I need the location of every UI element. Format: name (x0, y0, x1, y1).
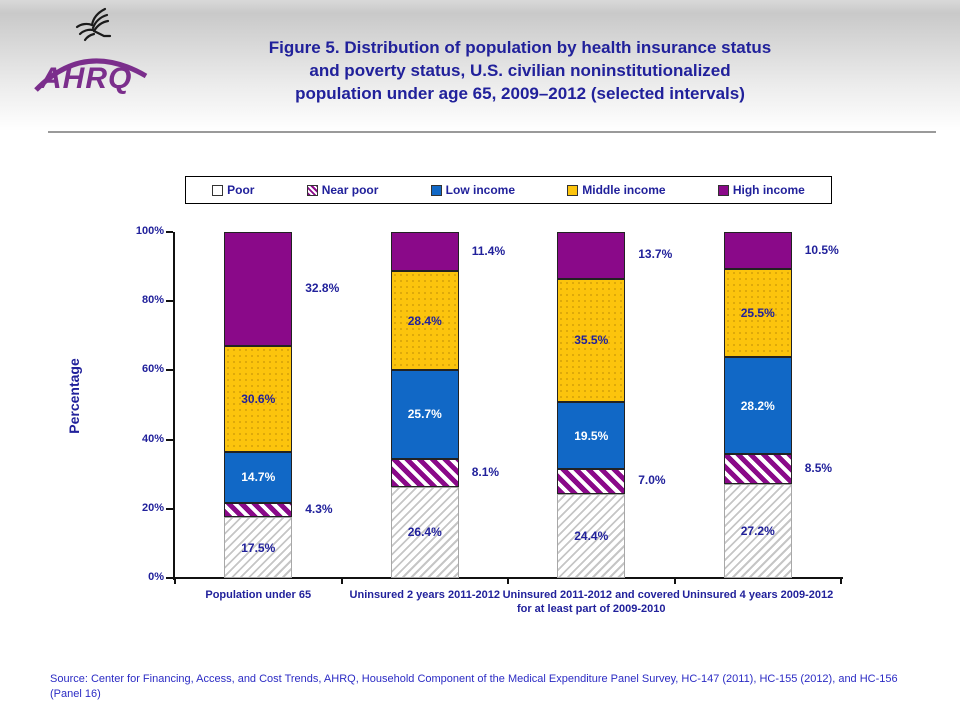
low-swatch-icon (430, 184, 442, 196)
legend-item-nearpoor: Near poor (306, 183, 379, 197)
bar-segment-poor: 27.2% (723, 483, 792, 578)
legend-item-middle: Middle income (567, 183, 666, 197)
value-label: 35.5% (574, 333, 609, 348)
category-label: Population under 65 (205, 589, 312, 601)
value-label: 30.6% (241, 391, 276, 406)
x-tick (174, 579, 176, 584)
value-label: 8.5% (804, 461, 833, 476)
y-tick (166, 369, 173, 372)
x-tick (507, 579, 509, 584)
source-note: Source: Center for Financing, Access, an… (50, 673, 898, 700)
y-axis-title: Percentage (66, 358, 82, 434)
legend-item-low: Low income (430, 183, 515, 197)
value-label: 10.5% (804, 242, 839, 257)
value-label: 25.7% (407, 407, 442, 422)
legend-label: High income (732, 183, 805, 197)
bar-segment-low: 19.5% (557, 401, 626, 470)
bar-segment-high (390, 232, 459, 272)
figure-title: Figure 5. Distribution of population by … (160, 36, 880, 105)
legend-label: Poor (227, 183, 255, 197)
x-tick (673, 579, 676, 584)
bar-segment-middle: 25.5% (723, 268, 792, 357)
value-label: 27.2% (740, 523, 775, 538)
figure-title-line2: and poverty status, U.S. civilian nonins… (309, 61, 731, 80)
header: AHRQ Figure 5. Distribution of populatio… (0, 0, 960, 131)
y-tick-label: 40% (141, 432, 164, 445)
bar-segment-poor: 17.5% (224, 517, 293, 578)
value-label: 14.7% (241, 470, 276, 485)
header-divider (48, 131, 936, 133)
legend-label: Near poor (321, 183, 379, 197)
bar-segment-middle: 28.4% (390, 271, 459, 370)
hhs-eagle-icon (75, 7, 112, 42)
y-tick-label: 60% (141, 363, 164, 376)
bar-segment-high (557, 231, 626, 280)
bar-segment-high (723, 232, 792, 269)
value-label: 4.3% (305, 502, 333, 516)
value-label: 24.4% (574, 528, 609, 543)
nearpoor-swatch-icon (306, 184, 318, 196)
ahrq-logo: AHRQ (30, 4, 180, 124)
ahrq-logo-text: AHRQ (40, 62, 133, 95)
logo-arc (34, 58, 148, 92)
y-tick (166, 577, 173, 579)
bar-segment-nearpoor (390, 458, 459, 487)
bar-segment-poor: 24.4% (557, 493, 626, 578)
bar-segment-poor: 26.4% (390, 486, 459, 578)
bar-segment-high (224, 232, 293, 346)
category-label: Uninsured 2011-2012 and covered for at l… (502, 589, 680, 615)
y-tick (166, 231, 173, 233)
y-tick (166, 438, 173, 441)
category-label: Uninsured 4 years 2009-2012 (682, 589, 834, 601)
chart-legend: Poor Near poor Low income Middle income High… (185, 176, 832, 204)
value-label: 11.4% (471, 243, 506, 258)
value-label: 17.5% (241, 540, 276, 555)
figure-title-line1: Figure 5. Distribution of population by … (268, 38, 772, 57)
middle-swatch-icon (567, 184, 579, 196)
legend-item-high: High income (717, 183, 805, 197)
y-tick-label: 20% (141, 501, 164, 514)
value-label: 28.2% (740, 398, 775, 413)
value-label: 19.5% (574, 428, 609, 443)
bar-segment-nearpoor (557, 469, 626, 494)
value-label: 7.0% (638, 473, 666, 488)
high-swatch-icon (717, 184, 729, 196)
value-label: 26.4% (407, 525, 442, 540)
y-tick-label: 0% (148, 571, 164, 583)
figure-title-line3: population under age 65, 2009–2012 (sele… (295, 84, 745, 103)
poor-swatch-icon (212, 184, 224, 196)
value-label: 32.8% (305, 281, 340, 296)
value-label: 28.4% (407, 313, 442, 328)
bar-segment-middle: 30.6% (224, 345, 293, 452)
legend-item-poor: Poor (212, 183, 254, 197)
y-tick (166, 507, 173, 510)
legend-label: Middle income (582, 183, 666, 197)
y-axis (173, 232, 175, 580)
category-label: Uninsured 2 years 2011-2012 (349, 589, 500, 601)
x-tick (840, 579, 842, 584)
bar-segment-low: 25.7% (390, 369, 459, 459)
x-tick (340, 579, 343, 584)
y-tick-label: 80% (141, 294, 164, 307)
legend-label: Low income (445, 183, 515, 197)
bar-segment-low: 28.2% (723, 356, 792, 455)
bar-segment-low: 14.7% (224, 451, 293, 503)
y-tick (166, 300, 173, 303)
value-label: 13.7% (638, 247, 673, 262)
x-axis (173, 577, 843, 579)
y-tick-label: 100% (135, 225, 164, 237)
value-label: 8.1% (471, 464, 500, 479)
bar-segment-nearpoor (224, 502, 293, 518)
value-label: 25.5% (740, 305, 775, 320)
bar-segment-nearpoor (723, 454, 792, 484)
bar-segment-middle: 35.5% (557, 279, 626, 402)
